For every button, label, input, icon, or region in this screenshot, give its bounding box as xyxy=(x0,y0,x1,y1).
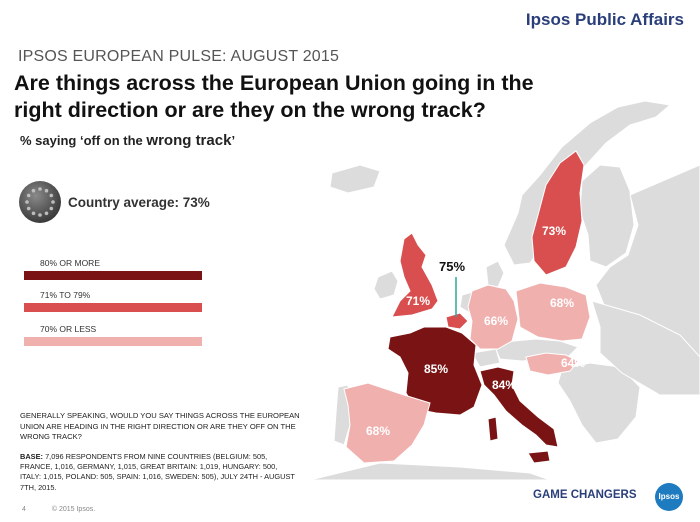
brand-name: Ipsos Public Affairs xyxy=(525,10,684,29)
country-sardinia xyxy=(487,416,499,442)
ipsos-logo: Ipsos xyxy=(655,483,683,511)
ukraine-shape xyxy=(591,300,700,396)
country-hungary xyxy=(525,352,579,376)
legend-item-mid: 71% TO 79% xyxy=(24,290,202,312)
country-germany xyxy=(467,284,519,350)
survey-question: GENERALLY SPEAKING, WOULD YOU SAY THINGS… xyxy=(20,411,300,441)
copyright: © 2015 Ipsos. xyxy=(51,506,96,513)
tagline: GAME CHANGERS xyxy=(533,489,637,501)
subtitle-suffix: ’ xyxy=(231,133,236,148)
legend-swatch xyxy=(24,271,202,280)
label-germany: 66% xyxy=(484,314,508,328)
country-average-label: Country average: 73% xyxy=(68,194,210,210)
legend-swatch xyxy=(24,337,202,346)
label-france: 85% xyxy=(424,362,448,376)
page-number: 4 xyxy=(22,506,26,513)
label-italy: 84% xyxy=(492,378,516,392)
label-great-britain: 71% xyxy=(406,294,430,308)
ireland-shape xyxy=(373,270,399,300)
legend-label: 71% TO 79% xyxy=(40,290,91,300)
legend-item-high: 80% OR MORE xyxy=(24,258,202,280)
label-hungary: 64% xyxy=(561,356,585,370)
balkans-shape xyxy=(557,362,641,444)
country-spain xyxy=(343,382,431,464)
denmark-shape xyxy=(485,260,505,288)
country-great-britain xyxy=(391,232,439,318)
iceland-shape xyxy=(329,164,381,194)
country-belgium xyxy=(445,312,469,330)
label-belgium: 75% xyxy=(439,259,465,274)
base-label: BASE: xyxy=(20,452,43,461)
label-poland: 68% xyxy=(550,296,574,310)
north-africa-shape xyxy=(309,462,551,480)
footer: 4 © 2015 Ipsos. xyxy=(22,506,119,513)
country-sweden xyxy=(531,150,585,276)
portugal-shape xyxy=(333,384,351,446)
legend-item-low: 70% OR LESS xyxy=(24,324,202,346)
base-note: BASE: 7,096 RESPONDENTS FROM NINE COUNTR… xyxy=(20,452,295,493)
country-poland xyxy=(515,282,591,342)
legend-label: 70% OR LESS xyxy=(40,324,97,334)
subtitle: % saying ‘off on the wrong track’ xyxy=(20,132,235,149)
eu-stars-icon xyxy=(19,181,61,223)
label-spain: 68% xyxy=(366,424,390,438)
base-text: 7,096 RESPONDENTS FROM NINE COUNTRIES (B… xyxy=(20,452,295,492)
country-france xyxy=(387,326,483,416)
legend-label: 80% OR MORE xyxy=(40,258,100,268)
subtitle-prefix: % saying ‘off on the xyxy=(20,133,147,148)
legend-swatch xyxy=(24,303,202,312)
country-italy xyxy=(479,366,559,448)
country-average: Country average: 73% xyxy=(18,180,210,224)
label-sweden: 73% xyxy=(542,224,566,238)
finland-shape xyxy=(579,164,635,268)
subtitle-emphasis: wrong track xyxy=(146,132,232,149)
europe-map: 73% 71% 75% 66% 68% 64% 85% 84% 68% xyxy=(309,100,700,480)
page-title: Are things across the European Union goi… xyxy=(14,71,534,122)
country-sicily xyxy=(527,450,551,464)
survey-kicker: IPSOS EUROPEAN PULSE: AUGUST 2015 xyxy=(18,48,340,65)
switzerland-austria-shape xyxy=(471,348,501,368)
